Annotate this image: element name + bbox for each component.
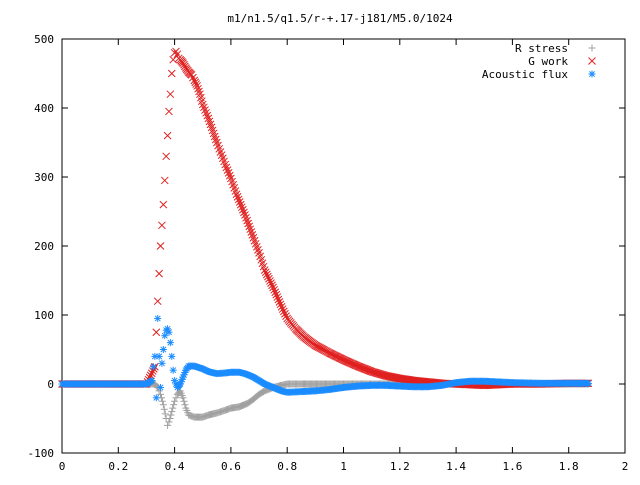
data-point: [170, 367, 177, 374]
data-point: [150, 363, 157, 370]
data-point: [169, 405, 176, 412]
data-point: [160, 346, 167, 353]
data-point: [159, 398, 166, 405]
data-point: [160, 401, 167, 408]
legend-marker: [589, 45, 596, 52]
legend-label: Acoustic flux: [482, 68, 568, 81]
data-point: [168, 353, 175, 360]
data-point: [165, 329, 172, 336]
data-point: [203, 109, 210, 116]
x-tick-label: 0.8: [277, 460, 297, 473]
data-point: [161, 177, 168, 184]
x-tick-label: 0.2: [108, 460, 128, 473]
series-layer: [59, 48, 592, 429]
legend-label: G work: [528, 55, 568, 68]
series-g-work: [59, 48, 592, 389]
data-point: [153, 329, 160, 336]
x-tick-label: 1.8: [559, 460, 579, 473]
data-point: [223, 164, 230, 171]
data-point: [156, 353, 163, 360]
legend-label: R stress: [515, 42, 568, 55]
y-tick-label: 100: [34, 309, 54, 322]
y-axis-ticks: -100 0 100 200 300 400 500: [28, 33, 626, 460]
data-point: [167, 91, 174, 98]
x-tick-label: 0.4: [165, 460, 185, 473]
data-point: [200, 104, 207, 111]
data-point: [167, 412, 174, 419]
data-point: [224, 167, 231, 174]
y-tick-label: 0: [47, 378, 54, 391]
y-tick-label: 200: [34, 240, 54, 253]
data-point: [154, 298, 161, 305]
data-point: [161, 406, 168, 413]
data-point: [160, 201, 167, 208]
x-tick-label: 1.2: [390, 460, 410, 473]
data-point: [153, 394, 160, 401]
data-point: [157, 384, 164, 391]
x-tick-label: 0: [59, 460, 66, 473]
data-point: [165, 108, 172, 115]
data-point: [166, 415, 173, 422]
data-point: [162, 410, 169, 417]
x-tick-label: 2: [622, 460, 629, 473]
data-point: [170, 401, 177, 408]
data-point: [168, 408, 175, 415]
y-tick-label: 400: [34, 102, 54, 115]
x-tick-label: 1.6: [502, 460, 522, 473]
data-point: [161, 332, 168, 339]
data-point: [157, 391, 164, 398]
data-point: [163, 153, 170, 160]
data-point: [168, 70, 175, 77]
x-axis-ticks: 0 0.2 0.4 0.6 0.8 1 1.2 1.4 1.6 1.8 2: [59, 39, 629, 473]
chart-title: m1/n1.5/q1.5/r-+.17-j181/M5.0/1024: [227, 12, 453, 25]
data-point: [204, 112, 211, 119]
data-point: [225, 169, 232, 176]
x-tick-label: 0.6: [221, 460, 241, 473]
data-point: [164, 422, 171, 429]
data-point: [164, 132, 171, 139]
y-tick-label: -100: [28, 447, 55, 460]
data-point: [156, 270, 163, 277]
data-point: [149, 377, 156, 384]
data-point: [181, 401, 188, 408]
data-point: [170, 56, 177, 63]
data-point: [202, 107, 209, 114]
data-point: [585, 380, 592, 387]
data-point: [154, 315, 161, 322]
data-point: [226, 172, 233, 179]
x-tick-label: 1.4: [446, 460, 466, 473]
data-point: [158, 222, 165, 229]
y-tick-label: 500: [34, 33, 54, 46]
data-point: [157, 243, 164, 250]
x-tick-label: 1: [340, 460, 347, 473]
legend-marker: [589, 71, 596, 78]
legend-marker: [589, 58, 596, 65]
data-point: [167, 339, 174, 346]
y-tick-label: 300: [34, 171, 54, 184]
data-point: [180, 398, 187, 405]
series-acoustic-flux: [59, 315, 592, 401]
data-point: [158, 360, 165, 367]
data-point: [171, 398, 178, 405]
